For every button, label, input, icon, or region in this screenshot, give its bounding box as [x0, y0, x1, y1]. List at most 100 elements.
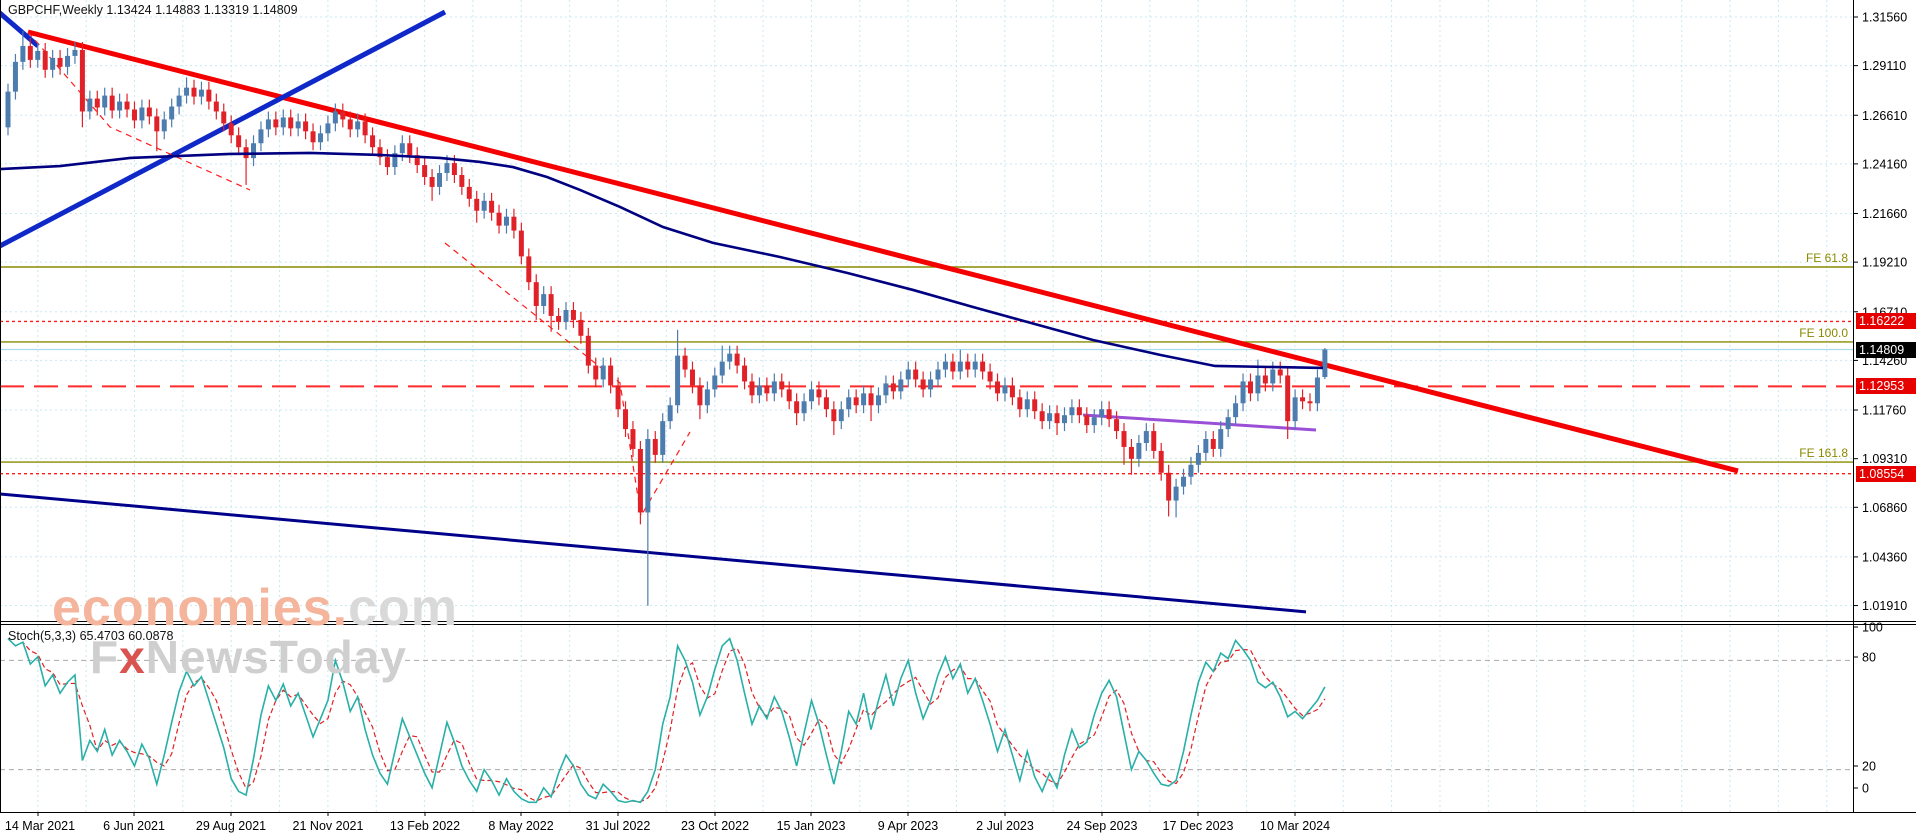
bear-candle: [1054, 413, 1060, 424]
bear-candle: [652, 439, 658, 455]
bear-candle: [1076, 407, 1082, 416]
bear-candle: [429, 176, 435, 187]
bull-candle: [957, 361, 963, 372]
bear-candle: [414, 155, 420, 166]
bear-candle: [682, 355, 688, 370]
bear-candle: [615, 385, 621, 410]
wm-f: F: [90, 631, 120, 683]
bear-candle: [1262, 375, 1268, 384]
bear-candle: [124, 101, 130, 110]
bull-candle: [1047, 413, 1053, 422]
bear-candle: [1106, 409, 1112, 420]
date-tick-label: 9 Apr 2023: [878, 819, 939, 833]
bull-candle: [139, 107, 145, 121]
date-tick-label: 21 Nov 2021: [293, 819, 364, 833]
bull-candle: [12, 61, 18, 92]
bear-candle: [794, 401, 800, 414]
bear-candle: [630, 429, 636, 449]
fxnewstoday-watermark: FxNewsToday: [90, 634, 407, 680]
lower-channel-navy-line[interactable]: [0, 492, 1307, 614]
price-pane[interactable]: [0, 0, 1853, 621]
bull-candle: [942, 361, 948, 370]
bear-candle: [131, 109, 137, 121]
bull-candle: [1240, 381, 1246, 404]
stochastic-pane[interactable]: [0, 625, 1853, 812]
bull-candle: [1099, 409, 1105, 418]
bull-candle: [905, 369, 911, 380]
bull-candle: [660, 421, 666, 455]
moving-average-line[interactable]: [0, 151, 1324, 370]
level-price-badge: 1.08554: [1856, 465, 1916, 482]
bear-candle: [1300, 397, 1306, 402]
ascending-blue-trendline[interactable]: [0, 9, 447, 249]
bear-candle: [734, 353, 740, 366]
bear-candle: [1247, 381, 1253, 394]
bull-candle: [875, 395, 881, 406]
bear-candle: [228, 123, 234, 136]
price-tick-label: 1.29110: [1862, 59, 1906, 73]
bear-candle: [362, 121, 368, 136]
stoch-d-value: 60.0878: [128, 629, 174, 643]
descending-red-trendline[interactable]: [27, 29, 1739, 474]
bull-candle: [1233, 403, 1239, 418]
fib-level-label: FE 100.0: [1799, 325, 1848, 340]
bull-candle: [771, 381, 777, 394]
ohlc-values: 1.13424 1.14883 1.13319 1.14809: [106, 3, 298, 17]
bear-candle: [1285, 375, 1291, 422]
bear-candle: [623, 409, 629, 430]
bear-candle: [474, 198, 480, 211]
bull-candle: [265, 119, 271, 130]
bull-candle: [399, 143, 405, 154]
bull-candle: [444, 163, 450, 174]
price-tick-label: 1.06860: [1862, 501, 1907, 515]
dashed-red-swing-line-b[interactable]: [444, 242, 691, 518]
bull-candle: [935, 369, 941, 380]
bull-candle: [1002, 385, 1008, 394]
bull-candle: [325, 123, 331, 134]
bear-candle: [764, 385, 770, 394]
fib-level-label: FE 61.8: [1805, 250, 1848, 265]
date-tick-label: 6 Jun 2021: [103, 819, 165, 833]
bull-candle: [1270, 369, 1276, 384]
bull-candle: [898, 379, 904, 392]
bull-candle: [719, 361, 725, 376]
purple-minor-trendline[interactable]: [1082, 413, 1317, 432]
bear-candle: [570, 309, 576, 320]
bull-candle: [645, 439, 651, 513]
bull-candle: [928, 379, 934, 390]
bull-candle: [1143, 431, 1149, 443]
bull-candle: [1061, 415, 1067, 424]
bear-candle: [511, 216, 517, 231]
bull-candle: [727, 353, 733, 362]
bull-candle: [437, 173, 443, 187]
bear-candle: [221, 111, 227, 124]
bear-candle: [1166, 472, 1172, 501]
bull-candle: [861, 393, 867, 406]
bear-candle: [742, 365, 748, 382]
bull-candle: [176, 95, 182, 107]
bear-candle: [637, 448, 643, 513]
date-tick-label: 8 May 2022: [488, 819, 553, 833]
bear-candle: [823, 397, 829, 410]
bear-candle: [526, 256, 532, 283]
bull-candle: [1188, 464, 1194, 477]
bull-candle: [50, 57, 56, 70]
bear-candle: [451, 163, 457, 176]
wm-x: x: [119, 631, 146, 683]
date-tick-label: 17 Dec 2023: [1163, 819, 1234, 833]
bull-candle: [600, 365, 606, 380]
bear-candle: [27, 45, 33, 60]
price-tick-label: 1.31560: [1862, 11, 1907, 25]
bull-candle: [838, 409, 844, 422]
bear-candle: [950, 361, 956, 372]
bear-candle: [853, 397, 859, 406]
bear-candle: [1121, 431, 1127, 447]
bull-candle: [1069, 407, 1075, 416]
bear-candle: [422, 165, 428, 177]
bear-candle: [370, 135, 376, 148]
bull-candle: [1173, 486, 1179, 501]
bear-candle: [1009, 385, 1015, 398]
bear-candle: [79, 49, 85, 112]
dashed-red-swing-line-a[interactable]: [27, 31, 251, 191]
